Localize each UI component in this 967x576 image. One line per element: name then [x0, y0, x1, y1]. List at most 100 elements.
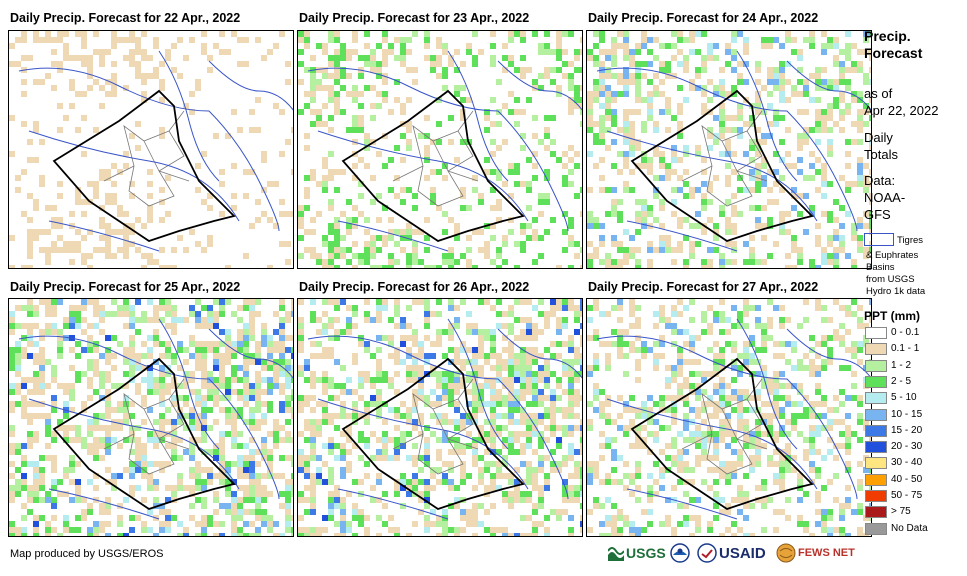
precip-cell: [57, 419, 63, 425]
map-26-apr-canvas: [298, 299, 582, 536]
precip-cell: [544, 515, 550, 521]
precip-cell: [243, 37, 249, 43]
precip-cell: [827, 127, 833, 133]
precip-cell: [51, 467, 57, 473]
precip-cell: [27, 437, 33, 443]
precip-cell: [767, 377, 773, 383]
precip-cell: [195, 323, 201, 329]
precip-cell: [689, 383, 695, 389]
precip-cell: [123, 299, 129, 305]
precip-cell: [611, 73, 617, 79]
precip-cell: [57, 217, 63, 223]
precip-cell: [593, 85, 599, 91]
precip-cell: [33, 31, 39, 37]
precip-cell: [105, 533, 111, 536]
precip-cell: [599, 91, 605, 97]
precip-cell: [406, 259, 412, 265]
precip-cell: [827, 359, 833, 365]
precip-cell: [406, 305, 412, 311]
precip-cell: [611, 305, 617, 311]
precip-cell: [725, 127, 731, 133]
precip-cell: [418, 509, 424, 515]
precip-cell: [695, 73, 701, 79]
precip-cell: [689, 515, 695, 521]
ppt-swatch-label: 30 - 40: [891, 457, 923, 469]
precip-cell: [869, 467, 871, 473]
precip-cell: [231, 527, 237, 533]
precip-cell: [243, 61, 249, 67]
precip-cell: [593, 61, 599, 67]
precip-cell: [159, 61, 165, 67]
precip-cell: [123, 419, 129, 425]
precip-cell: [382, 437, 388, 443]
precip-cell: [508, 371, 514, 377]
precip-cell: [285, 419, 291, 425]
precip-cell: [508, 31, 514, 37]
precip-cell: [647, 169, 653, 175]
precip-cell: [556, 425, 562, 431]
precip-cell: [574, 103, 580, 109]
precip-cell: [57, 247, 63, 253]
precip-cell: [141, 473, 147, 479]
precip-cell: [562, 49, 568, 55]
precip-cell: [701, 85, 707, 91]
precip-cell: [599, 121, 605, 127]
precip-cell: [352, 479, 358, 485]
precip-cell: [550, 431, 556, 437]
precip-cell: [508, 395, 514, 401]
precip-cell: [340, 467, 346, 473]
precip-cell: [334, 247, 340, 253]
precip-cell: [334, 383, 340, 389]
precip-cell: [815, 127, 821, 133]
precip-cell: [737, 407, 743, 413]
precip-cell: [135, 217, 141, 223]
precip-cell: [520, 389, 526, 395]
precip-cell: [833, 235, 839, 241]
precip-cell: [671, 157, 677, 163]
precip-cell: [51, 241, 57, 247]
precip-cell: [219, 437, 225, 443]
precip-cell: [791, 49, 797, 55]
precip-cell: [653, 401, 659, 407]
precip-cell: [249, 521, 255, 527]
precip-cell: [285, 479, 291, 485]
precip-cell: [677, 359, 683, 365]
precip-cell: [135, 467, 141, 473]
precip-cell: [556, 85, 562, 91]
precip-cell: [611, 121, 617, 127]
precip-cell: [550, 115, 556, 121]
precip-cell: [231, 163, 237, 169]
precip-cell: [225, 485, 231, 491]
precip-cell: [635, 73, 641, 79]
precip-cell: [382, 455, 388, 461]
precip-cell: [677, 353, 683, 359]
precip-cell: [593, 407, 599, 413]
precip-cell: [508, 229, 514, 235]
precip-cell: [815, 169, 821, 175]
precip-cell: [448, 467, 454, 473]
precip-cell: [538, 139, 544, 145]
precip-cell: [364, 311, 370, 317]
precip-cell: [291, 485, 293, 491]
precip-cell: [442, 377, 448, 383]
precip-cell: [460, 359, 466, 365]
precip-cell: [279, 371, 285, 377]
precip-cell: [334, 109, 340, 115]
precip-cell: [538, 395, 544, 401]
precip-cell: [803, 521, 809, 527]
precip-cell: [713, 91, 719, 97]
precip-cell: [340, 455, 346, 461]
precip-cell: [809, 431, 815, 437]
precip-cell: [358, 127, 364, 133]
precip-cell: [436, 265, 442, 268]
precip-cell: [460, 383, 466, 389]
precip-cell: [322, 43, 328, 49]
precip-cell: [57, 353, 63, 359]
precip-cell: [779, 43, 785, 49]
precip-cell: [466, 359, 472, 365]
precip-cell: [328, 323, 334, 329]
precip-cell: [171, 67, 177, 73]
precip-cell: [147, 365, 153, 371]
precip-cell: [225, 353, 231, 359]
precip-cell: [502, 533, 508, 536]
